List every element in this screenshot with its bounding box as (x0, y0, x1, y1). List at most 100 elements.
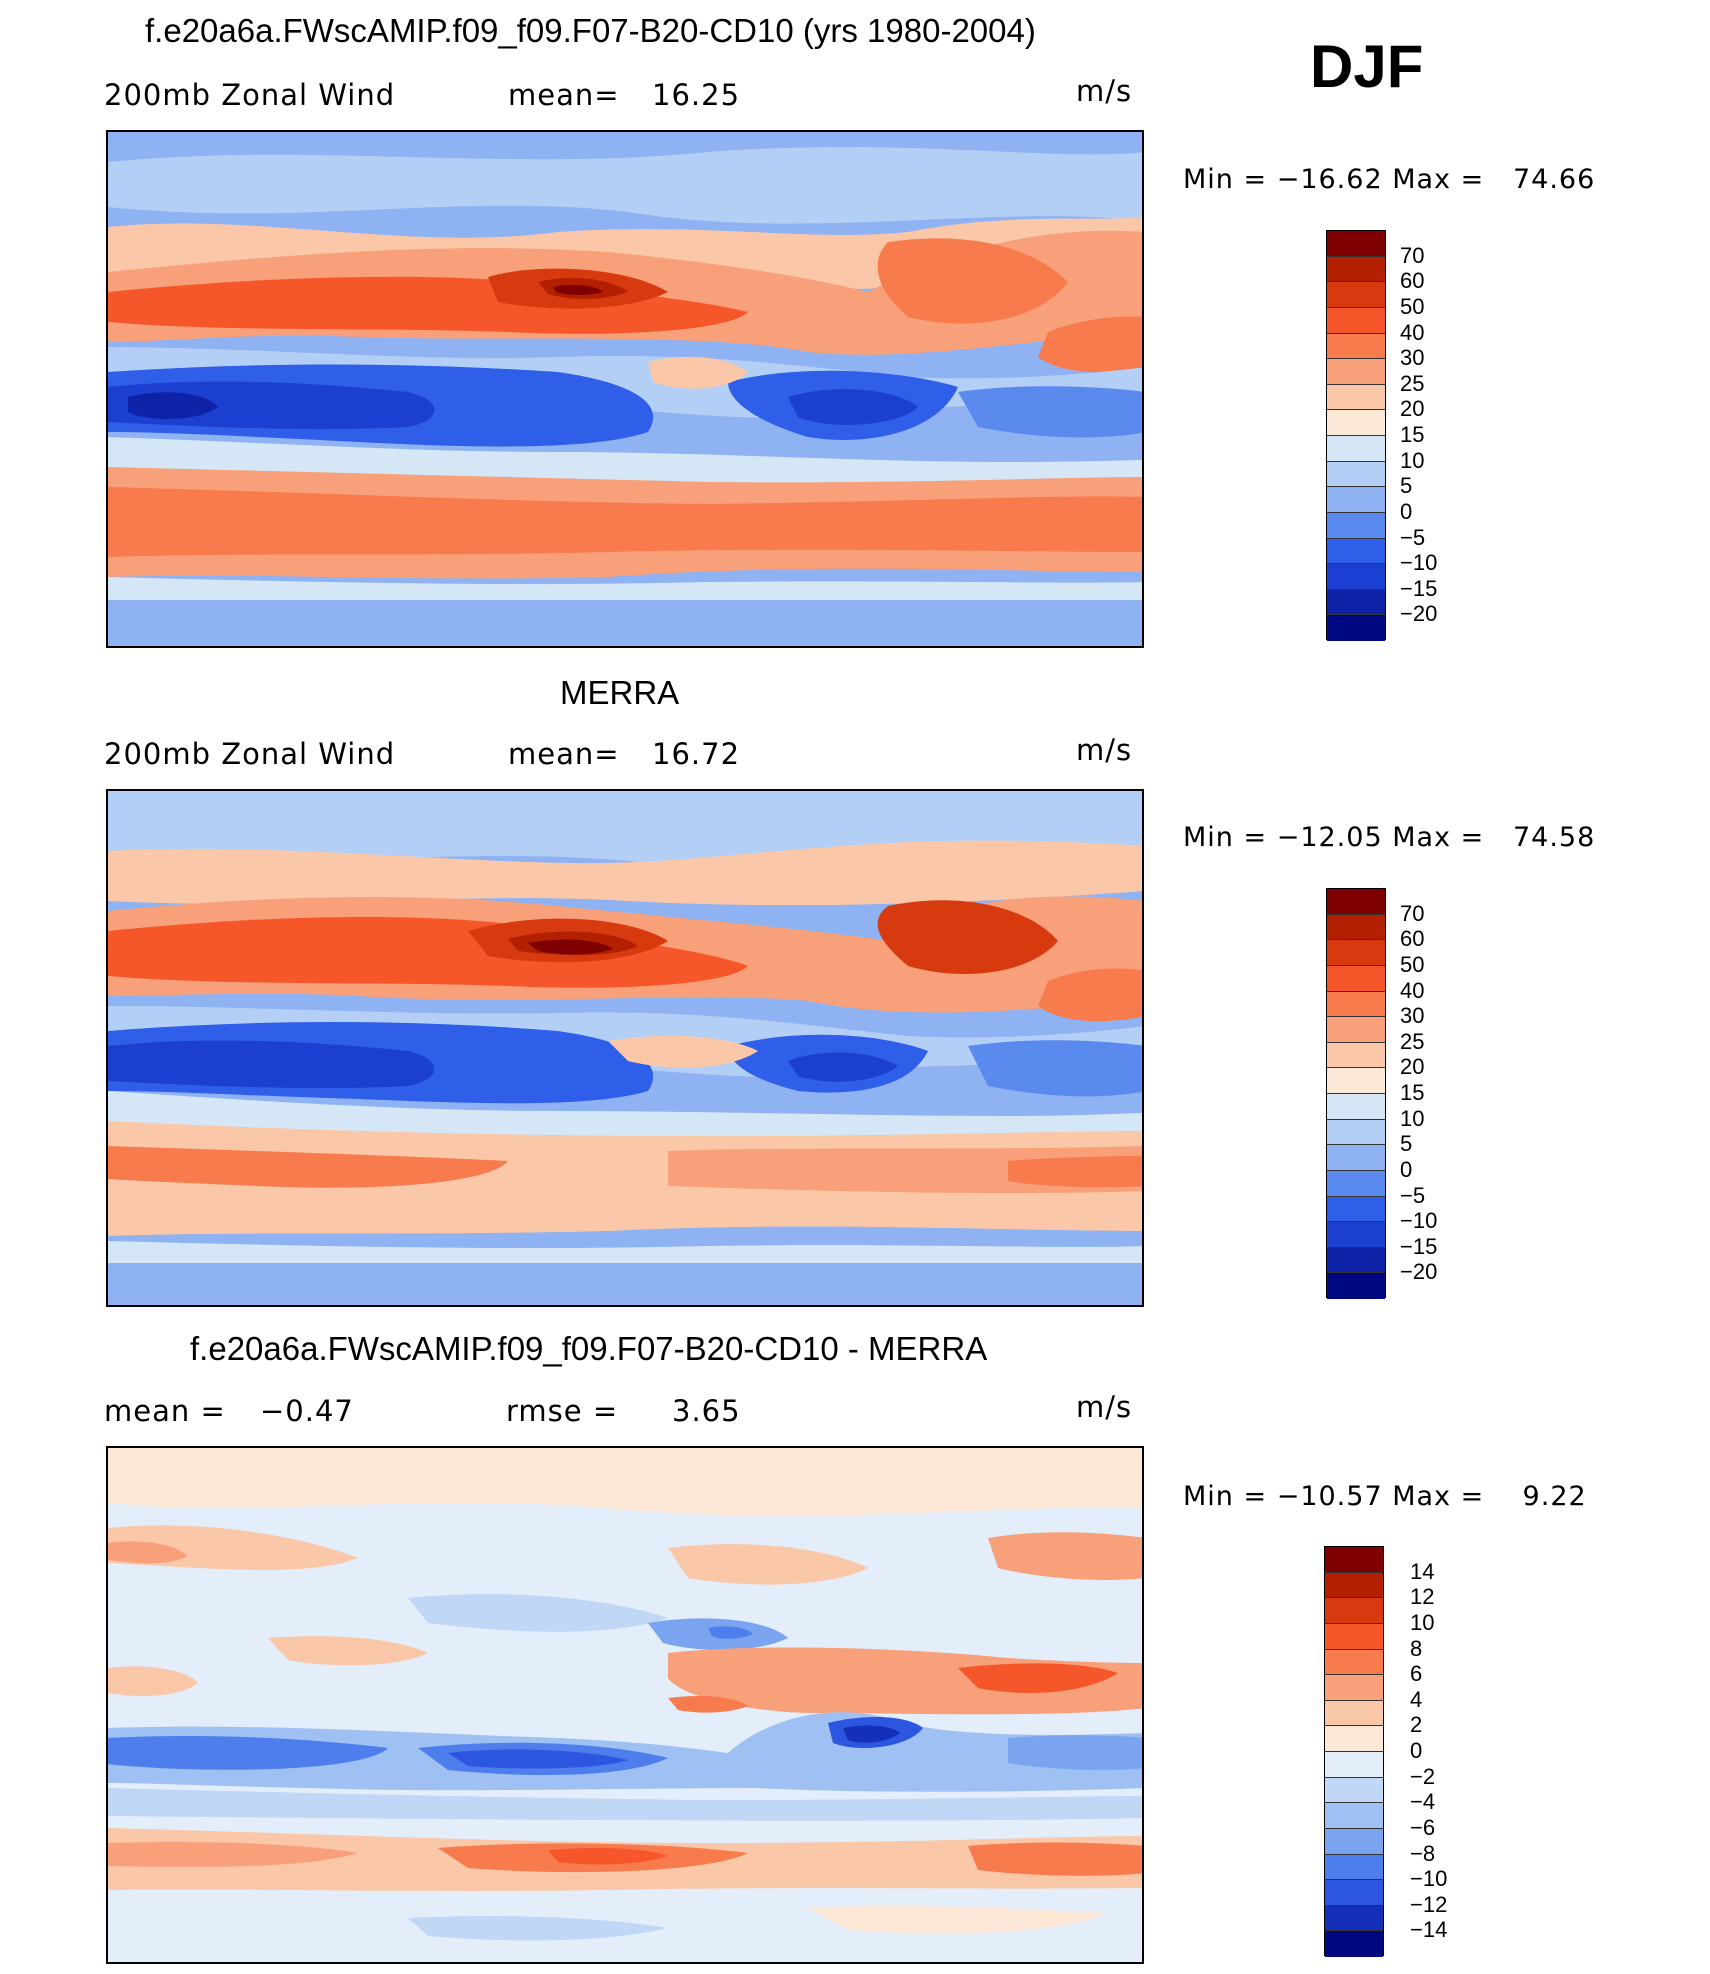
colorbar-swatch (1327, 1273, 1385, 1299)
panel3-map (106, 1446, 1144, 1964)
colorbar-swatch (1325, 1700, 1383, 1727)
panel2-map (106, 789, 1144, 1307)
colorbar-level-label: 2 (1410, 1712, 1423, 1738)
panel3-contour-field (108, 1448, 1142, 1962)
colorbar-swatch (1327, 615, 1385, 641)
colorbar-swatch (1325, 1752, 1383, 1778)
panel2-title: MERRA (560, 674, 680, 711)
colorbar-swatch (1327, 1145, 1385, 1171)
colorbar-level-label: −4 (1410, 1789, 1436, 1815)
colorbar-level-label: 0 (1400, 498, 1413, 524)
colorbar-swatch (1325, 1880, 1383, 1906)
colorbar-swatch (1325, 1854, 1383, 1881)
colorbar-swatch (1325, 1675, 1383, 1701)
colorbar-level-label: 40 (1400, 319, 1425, 345)
panel1-title: f.e20a6a.FWscAMIP.f09_f09.F07-B20-CD10 (… (145, 12, 1036, 49)
panel2-contour-field (108, 791, 1142, 1305)
colorbar-swatch (1327, 965, 1385, 992)
colorbar-swatch (1325, 1726, 1383, 1752)
colorbar-swatch (1327, 1247, 1385, 1274)
colorbar-level-label: 20 (1400, 1054, 1425, 1080)
panel3-rmse-value: 3.65 (672, 1394, 741, 1428)
colorbar-swatch (1327, 512, 1385, 539)
colorbar-level-label: 20 (1400, 396, 1425, 422)
panel2-units: m/s (1076, 733, 1133, 767)
panel1-mean-label: mean= (508, 78, 620, 112)
colorbar-swatch (1325, 1623, 1383, 1650)
colorbar-level-label: 60 (1400, 926, 1425, 952)
panel2-mean-label: mean= (508, 737, 620, 771)
colorbar-swatch (1325, 1777, 1383, 1804)
panel1-units: m/s (1076, 74, 1133, 108)
colorbar-level-label: −15 (1400, 1233, 1438, 1259)
colorbar-swatch (1325, 1572, 1383, 1599)
panel1-variable-label: 200mb Zonal Wind (104, 78, 396, 112)
panel2-variable-label: 200mb Zonal Wind (104, 737, 396, 771)
colorbar-level-label: 6 (1410, 1661, 1423, 1687)
panel3-rmse-label: rmse = (506, 1394, 619, 1428)
colorbar-swatch (1327, 1017, 1385, 1043)
colorbar-level-label: 5 (1400, 473, 1413, 499)
colorbar-level-label: 8 (1410, 1635, 1423, 1661)
colorbar-level-label: −5 (1400, 524, 1426, 550)
colorbar-swatch (1327, 1196, 1385, 1223)
colorbar-level-label: −15 (1400, 575, 1438, 601)
colorbar-swatch (1325, 1931, 1383, 1957)
colorbar-swatch (1325, 1828, 1383, 1855)
colorbar-swatch (1327, 487, 1385, 513)
colorbar-swatch (1327, 307, 1385, 334)
colorbar-level-label: 4 (1410, 1686, 1423, 1712)
colorbar-level-label: −14 (1410, 1917, 1448, 1943)
panel1-mean-value: 16.25 (652, 78, 741, 112)
colorbar-level-label: 15 (1400, 1080, 1425, 1105)
colorbar-level-label: −20 (1400, 1259, 1438, 1285)
panel3-minmax: Min = −10.57 Max = 9.22 (1183, 1481, 1587, 1512)
colorbar-swatch (1327, 1068, 1385, 1094)
colorbar-swatch (1327, 1222, 1385, 1248)
colorbar-level-label: 14 (1410, 1558, 1435, 1584)
colorbar-level-label: −10 (1410, 1866, 1448, 1892)
colorbar-level-label: 50 (1400, 293, 1425, 319)
colorbar-swatch (1327, 538, 1385, 565)
colorbar-swatch (1327, 991, 1385, 1018)
colorbar-swatch (1327, 256, 1385, 283)
colorbar-level-label: 0 (1400, 1156, 1413, 1182)
season-label: DJF (1310, 33, 1424, 100)
colorbar-swatch (1327, 914, 1385, 941)
colorbar-level-label: 5 (1400, 1131, 1413, 1157)
colorbar-swatch (1327, 436, 1385, 462)
colorbar-swatch (1327, 1094, 1385, 1120)
colorbar-swatch (1327, 1170, 1385, 1197)
colorbar-level-label: 25 (1400, 1028, 1425, 1054)
panel2-minmax: Min = −12.05 Max = 74.58 (1183, 822, 1596, 853)
colorbar-swatch (1327, 282, 1385, 308)
colorbar-swatch (1327, 564, 1385, 590)
colorbar-level-label: 50 (1400, 951, 1425, 977)
colorbar-swatch (1327, 410, 1385, 436)
colorbar-swatch (1327, 940, 1385, 966)
colorbar-swatch (1327, 231, 1385, 257)
colorbar-level-label: −20 (1400, 601, 1438, 627)
colorbar-level-label: 70 (1400, 242, 1425, 268)
panel3-mean-value: −0.47 (260, 1394, 354, 1428)
colorbar-level-label: −10 (1400, 1208, 1438, 1234)
colorbar-swatch (1327, 333, 1385, 360)
colorbar-level-label: −8 (1410, 1840, 1436, 1866)
colorbar-level-label: 0 (1410, 1738, 1423, 1763)
colorbar-level-label: 60 (1400, 268, 1425, 294)
panel1-contour-field (108, 132, 1142, 646)
colorbar-swatch (1325, 1803, 1383, 1829)
colorbar-level-label: −5 (1400, 1182, 1426, 1208)
colorbar-level-label: 15 (1400, 422, 1425, 447)
colorbar-swatch (1325, 1547, 1383, 1573)
colorbar-level-label: −12 (1410, 1891, 1448, 1917)
panel3-colorbar (1324, 1546, 1384, 1957)
colorbar-level-label: −10 (1400, 550, 1438, 576)
colorbar-swatch (1327, 1119, 1385, 1146)
panel3-title: f.e20a6a.FWscAMIP.f09_f09.F07-B20-CD10 -… (190, 1330, 988, 1367)
panel3-units: m/s (1076, 1390, 1133, 1424)
colorbar-level-label: 25 (1400, 370, 1425, 396)
colorbar-level-label: −2 (1410, 1763, 1436, 1789)
colorbar-level-label: 40 (1400, 977, 1425, 1003)
colorbar-swatch (1327, 359, 1385, 385)
